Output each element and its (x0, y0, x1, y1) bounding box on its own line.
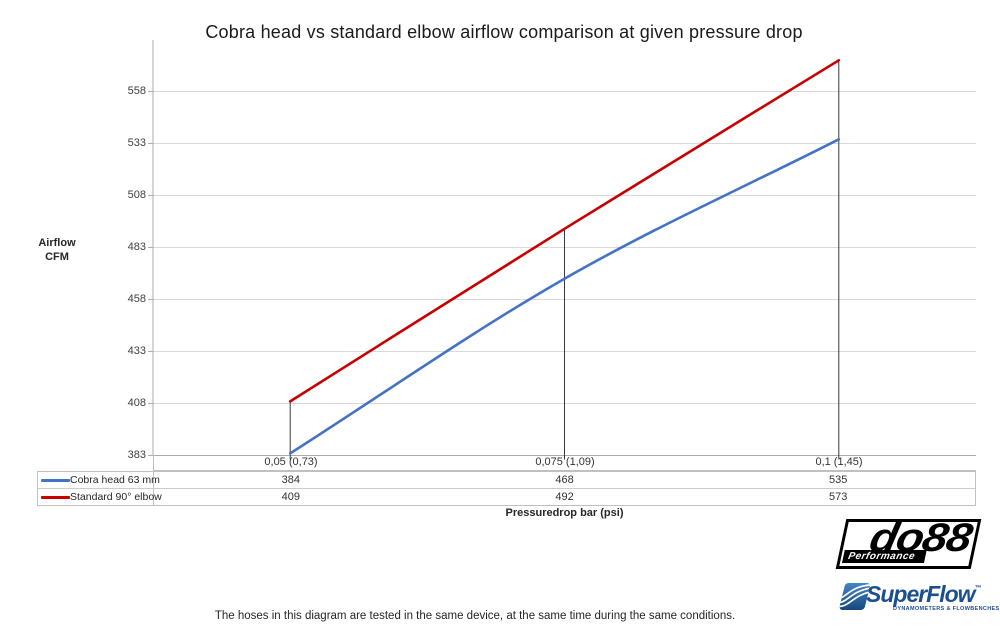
x-category-label: 0,075 (1,09) (535, 456, 595, 468)
y-tick-label: 483 (127, 241, 146, 253)
table-value: 409 (281, 491, 301, 503)
data-table: Cobra head 63 mm 384 468 535 Standard 90… (37, 471, 976, 506)
footer-note: The hoses in this diagram are tested in … (214, 610, 736, 622)
superflow-trademark: ™ (974, 585, 982, 592)
superflow-logo: SuperFlow™ DYNAMOMETERS & FLOWBENCHES (838, 581, 999, 617)
y-tick-label: 383 (127, 449, 146, 461)
table-value: 384 (281, 474, 301, 486)
legend-key-line-icon (41, 478, 70, 482)
superflow-logo-tagline: DYNAMOMETERS & FLOWBENCHES (893, 606, 1000, 612)
table-value: 492 (555, 491, 574, 503)
legend-label: Cobra head 63 mm (70, 474, 160, 486)
legend-key-line-icon (41, 495, 70, 499)
x-category-label: 0,05 (0,73) (264, 456, 318, 468)
superflow-name: SuperFlow (866, 581, 976, 607)
do88-logo: do88 Performance (835, 516, 982, 569)
y-tick-label: 408 (127, 397, 146, 409)
x-category-row: 0,05 (0,73) 0,075 (1,09) 0,1 (1,45) (153, 455, 976, 471)
y-axis-title-line1: Airflow (38, 237, 76, 249)
legend-label: Standard 90° elbow (70, 491, 162, 503)
x-category-label: 0,1 (1,45) (815, 456, 863, 468)
y-tick-label: 558 (127, 85, 146, 97)
y-axis-title: Airflow CFM (28, 236, 86, 264)
table-row-cobra: Cobra head 63 mm 384 468 535 (38, 472, 975, 488)
legend-cell-cobra: Cobra head 63 mm (38, 472, 160, 488)
y-axis-title-line2: CFM (45, 251, 69, 263)
superflow-logo-text: SuperFlow™ (866, 581, 982, 608)
legend-cell-standard-elbow: Standard 90° elbow (38, 489, 162, 505)
superflow-wave-icon (839, 582, 871, 611)
y-tick-label: 433 (127, 345, 146, 357)
table-value: 573 (829, 491, 848, 503)
y-tick-label: 508 (127, 189, 146, 201)
x-axis-title: Pressuredrop bar (psi) (505, 507, 624, 519)
y-tick-label: 533 (127, 137, 146, 149)
y-tick-label: 458 (127, 293, 146, 305)
table-row-standard-elbow: Standard 90° elbow 409 492 573 (38, 488, 975, 505)
chart-title: Cobra head vs standard elbow airflow com… (205, 22, 803, 42)
table-value: 535 (829, 474, 848, 486)
table-value: 468 (555, 474, 574, 486)
do88-logo-tagline: Performance (841, 550, 927, 563)
